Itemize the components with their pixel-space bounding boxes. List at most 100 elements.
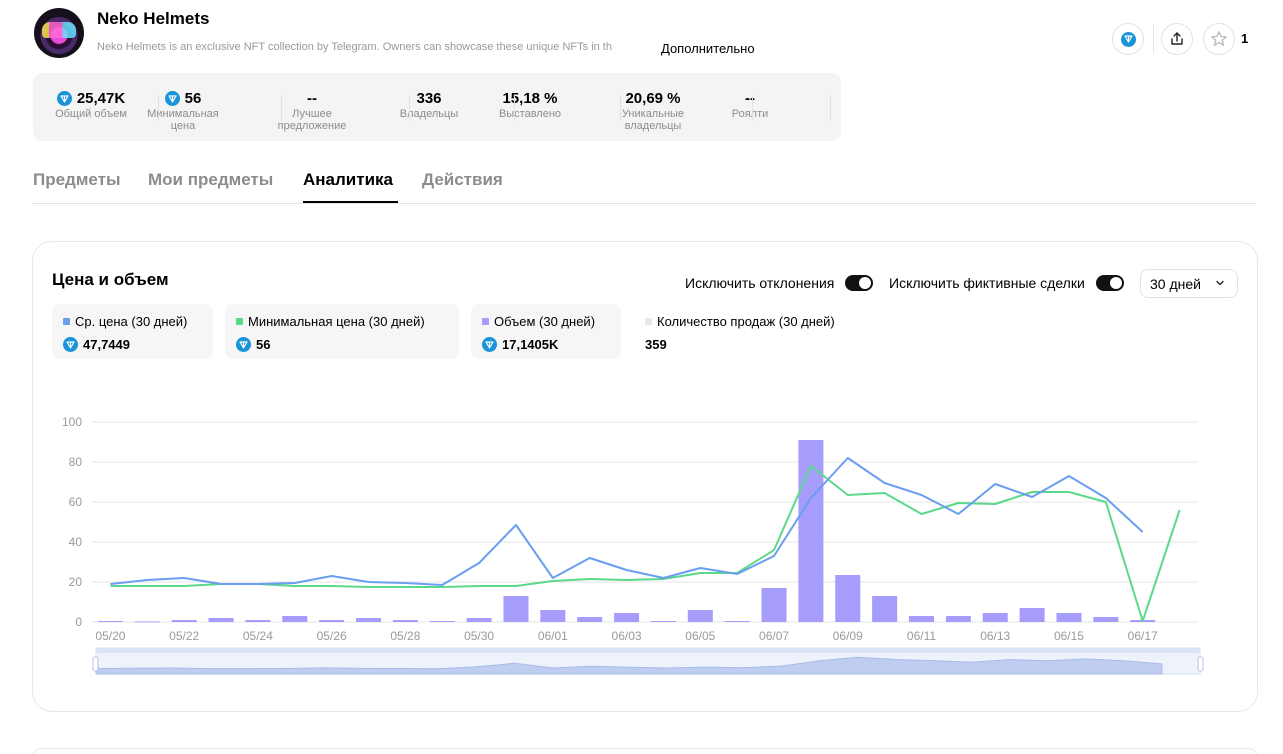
stat-value: 336	[374, 90, 484, 107]
star-icon	[1211, 31, 1227, 46]
ton-icon	[482, 337, 497, 352]
y-tick-label: 0	[75, 615, 82, 629]
stat-label: Минимальная цена	[147, 108, 219, 132]
min-price-line	[110, 465, 1181, 622]
stat-value-text: 15,18 %	[502, 90, 558, 107]
volume-bar	[724, 621, 750, 622]
legend-sales-count[interactable]: Количество продаж (30 дней) 359	[634, 304, 874, 359]
volume-bar	[134, 621, 160, 623]
legend-min-price[interactable]: Минимальная цена (30 дней) 56	[225, 304, 459, 359]
legend-swatch	[645, 318, 652, 325]
volume-bar	[798, 440, 824, 622]
stat-value: --	[695, 90, 805, 107]
stat-label: Уникальные владельцы	[621, 108, 685, 132]
legend-swatch	[63, 318, 70, 325]
tabs-divider	[32, 203, 1257, 204]
stat-label: Общий объем	[55, 108, 127, 120]
exclude-fake-label: Исключить фиктивные сделки	[889, 275, 1085, 291]
x-tick-label: 05/26	[317, 629, 347, 643]
legend-label: Ср. цена (30 дней)	[75, 314, 188, 329]
stat-value-text: 20,69 %	[625, 90, 681, 107]
volume-bar	[945, 616, 971, 622]
chevron-down-icon	[1216, 280, 1224, 286]
tab-items[interactable]: Предметы	[33, 170, 121, 189]
volume-bar	[687, 610, 713, 622]
x-tick-label: 05/30	[464, 629, 494, 643]
x-tick-label: 06/07	[759, 629, 789, 643]
stat-item: -- Лучшее предложение	[257, 73, 367, 141]
y-tick-label: 60	[69, 495, 83, 509]
x-tick-label: 06/11	[907, 629, 936, 643]
legend-avg-price[interactable]: Ср. цена (30 дней) 47,7449	[52, 304, 213, 359]
tab-analytics[interactable]: Аналитика	[303, 170, 393, 189]
ton-icon	[236, 337, 251, 352]
volume-bar	[872, 596, 898, 622]
stat-value-text: 25,47K	[76, 90, 126, 107]
header-divider	[1153, 25, 1154, 53]
tab-activity[interactable]: Действия	[422, 170, 503, 189]
volume-bar	[761, 588, 787, 622]
volume-bar	[208, 618, 234, 622]
stat-value-text: 336	[416, 90, 442, 107]
ton-icon	[56, 91, 72, 106]
stat-label: Лучшее предложение	[277, 108, 347, 132]
legend-label: Объем (30 дней)	[494, 314, 596, 329]
volume-bar	[835, 575, 861, 622]
stat-divider	[620, 95, 621, 121]
period-value: 30 дней	[1150, 276, 1201, 292]
volume-bar	[614, 613, 640, 622]
exclude-fake-toggle[interactable]	[1096, 275, 1124, 291]
legend-label: Количество продаж (30 дней)	[657, 314, 835, 329]
zoom-handle-left[interactable]	[92, 656, 99, 672]
legend-volume[interactable]: Объем (30 дней) 17,1405K	[471, 304, 621, 359]
ton-button[interactable]	[1112, 23, 1144, 55]
x-tick-label: 06/03	[612, 629, 642, 643]
collection-title: Neko Helmets	[97, 9, 210, 28]
volume-bar	[909, 616, 934, 622]
stat-item: 20,69 % Уникальные владельцы	[598, 73, 708, 141]
tab-my-items[interactable]: Мои предметы	[148, 170, 274, 189]
volume-bar	[982, 613, 1008, 622]
price-volume-chart[interactable]: 0 20 40 60 80 100 05/20 05/22 05/24 05/26 05/28 05/…	[40, 400, 1220, 682]
period-select[interactable]: 30 дней	[1140, 269, 1238, 298]
exclude-outliers-label: Исключить отклонения	[685, 275, 835, 291]
stats-panel: 25,47K Общий объем 56 Минимальная цена -- Луч…	[33, 73, 841, 141]
volume-bar	[429, 621, 455, 622]
zoom-handle-right[interactable]	[1197, 656, 1204, 672]
ton-icon	[63, 337, 78, 352]
share-button[interactable]	[1161, 23, 1193, 55]
stat-value: 20,69 %	[598, 90, 708, 107]
x-tick-label: 06/17	[1128, 629, 1158, 643]
legend-value: 359	[645, 337, 667, 352]
exclude-outliers-toggle[interactable]	[845, 275, 873, 291]
x-tick-label: 06/13	[980, 629, 1010, 643]
x-tick-label: 05/24	[243, 629, 273, 643]
zoom-slider-bar	[96, 648, 1200, 653]
stat-label: Роялти	[731, 108, 769, 120]
more-link[interactable]: Дополнительно	[661, 41, 755, 56]
stat-value-text: --	[745, 90, 755, 107]
x-tick-label: 05/28	[390, 629, 420, 643]
likes-count: 1	[1241, 31, 1249, 46]
next-card	[32, 748, 1258, 754]
volume-bar	[1093, 617, 1119, 622]
legend-value: 56	[256, 337, 271, 352]
x-tick-label: 06/09	[833, 629, 863, 643]
volume-bar	[466, 618, 492, 622]
stat-label: Владельцы	[399, 108, 459, 120]
favorite-button[interactable]	[1203, 23, 1235, 55]
x-tick-label: 06/05	[685, 629, 715, 643]
chart-title: Цена и объем	[52, 270, 169, 289]
share-icon	[1171, 32, 1183, 45]
volume-bar	[1019, 608, 1045, 622]
stat-value-text: 56	[184, 90, 202, 107]
stat-divider	[281, 95, 282, 121]
legend-value: 47,7449	[83, 337, 130, 352]
volume-bar	[171, 620, 197, 622]
x-tick-label: 05/22	[169, 629, 199, 643]
collection-avatar	[34, 8, 84, 58]
volume-bar	[577, 617, 603, 622]
volume-bar	[282, 616, 308, 622]
stat-item: -- Роялти	[695, 73, 805, 141]
stat-item: 25,47K Общий объем	[36, 73, 146, 141]
